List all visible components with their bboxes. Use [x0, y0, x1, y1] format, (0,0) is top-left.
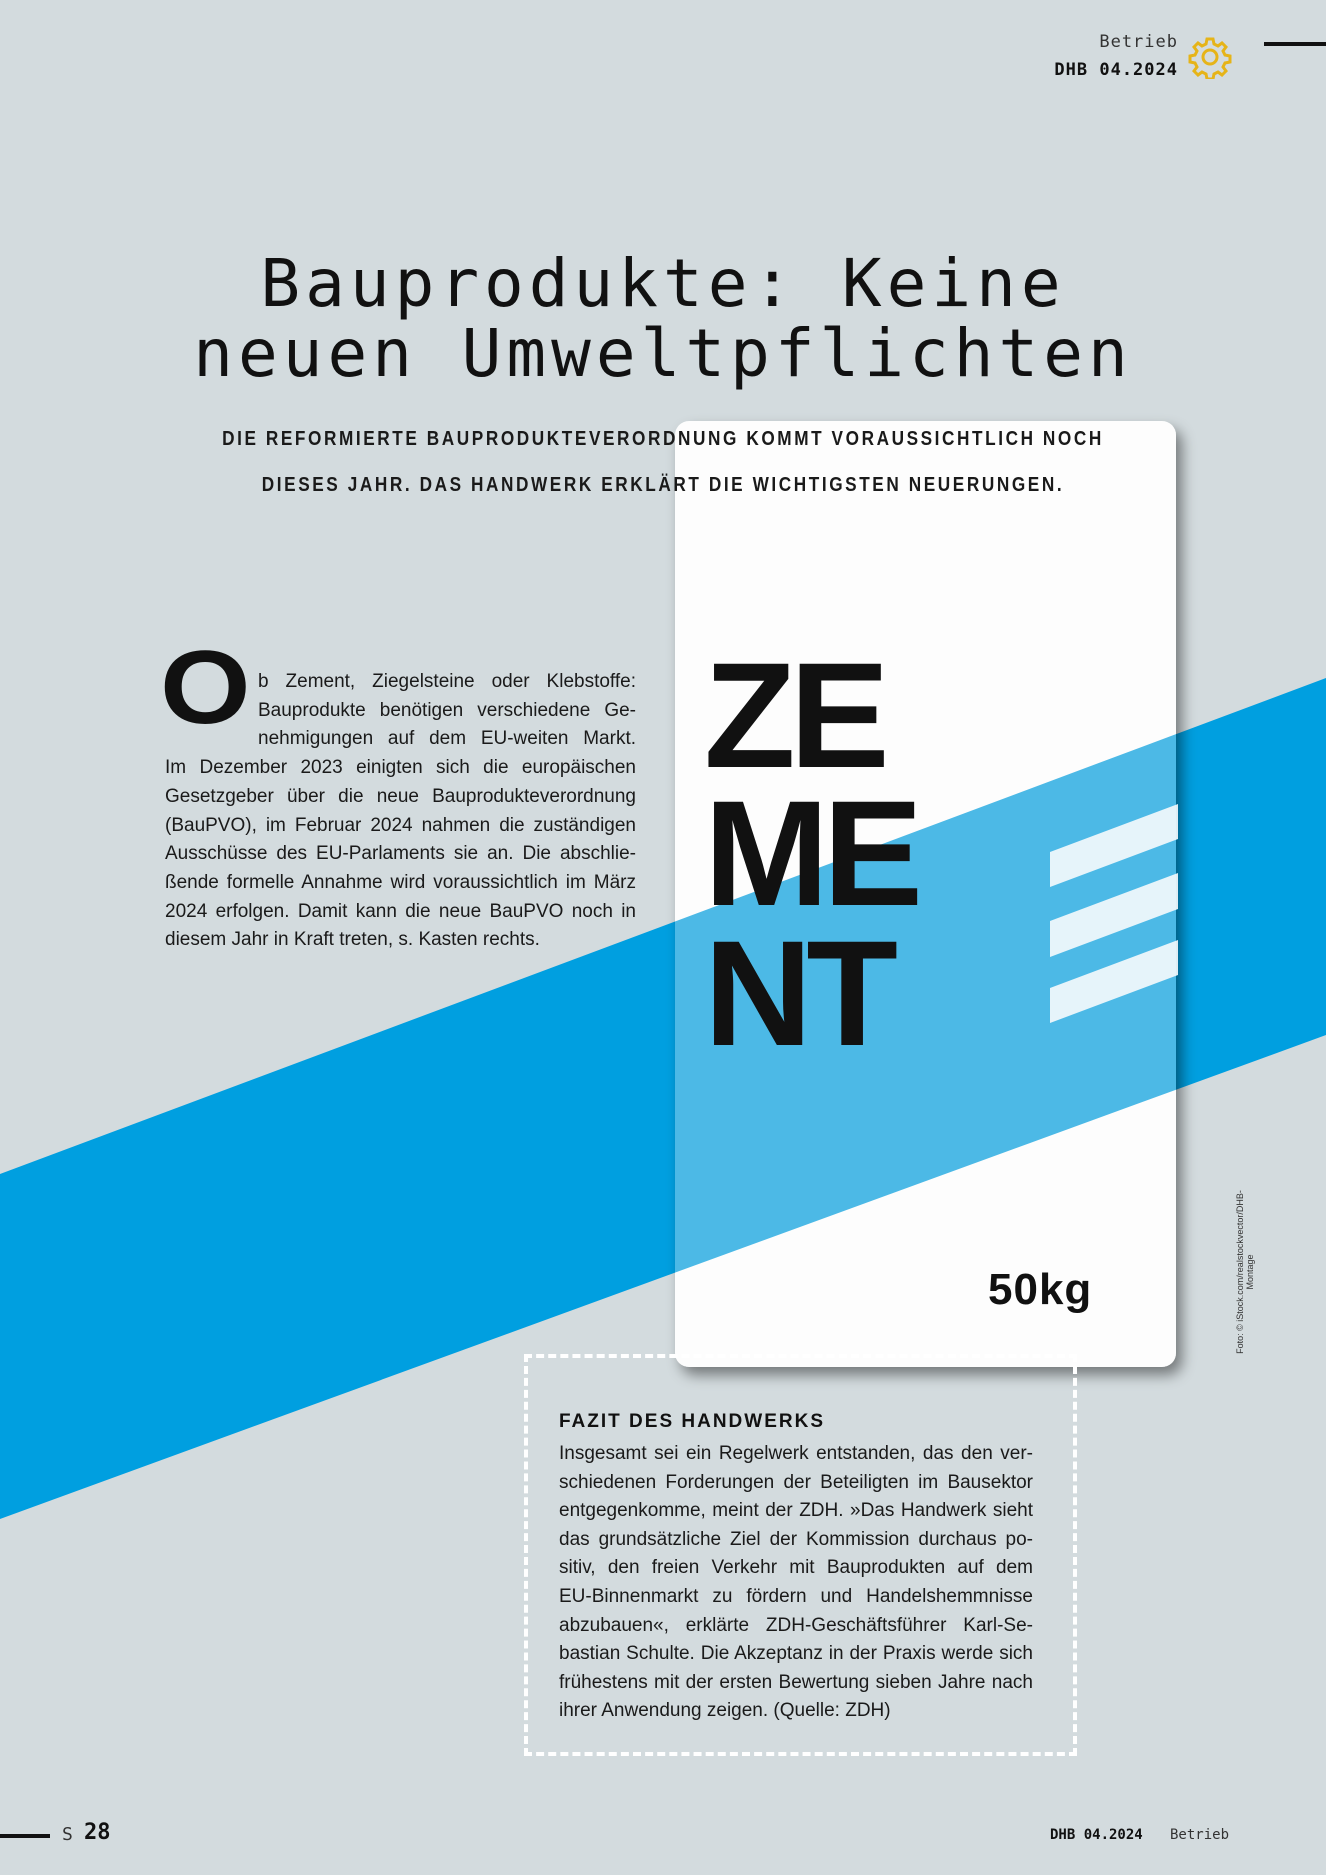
subtitle-line-2: DIESES JAHR. DAS HANDWERK ERKLÄRT DIE WI… — [261, 474, 1065, 496]
body-line: Bauprodukte benötigen verschiedene Ge- — [258, 699, 636, 721]
fazit-line: abzubauen«, erklärte ZDH-Geschäftsführer… — [559, 1614, 1033, 1636]
fazit-line: entgegenkomme, meint der ZDH. »Das Handw… — [559, 1500, 1033, 1522]
fazit-box — [524, 1354, 1077, 1756]
bag-stripe — [1050, 940, 1178, 1023]
photo-credit: Foto: © iStock.com/realstockvector/DHB-M… — [1235, 1190, 1255, 1354]
body-line: nehmigungen auf dem EU-weiten Markt. — [258, 728, 636, 750]
footer-section: Betrieb — [1170, 1827, 1230, 1843]
fazit-line: bastian Schulte. Die Akzeptanz in der Pr… — [559, 1643, 1033, 1665]
bag-label-line-3: NT — [704, 909, 898, 1077]
headline-line-1: Bauprodukte: Keine — [260, 245, 1066, 322]
fazit-line: ihrer Anwendung zeigen. (Quelle: ZDH) — [559, 1700, 891, 1722]
fazit-line: frühestens mit der ersten Bewertung sieb… — [559, 1671, 1033, 1693]
body-line: 2024 erfolgen. Damit kann die neue BauPV… — [165, 900, 636, 922]
header-section: Betrieb — [1099, 32, 1178, 52]
body-line: (BauPVO), im Februar 2024 nahmen die zus… — [165, 814, 636, 836]
fazit-line: das grundsätzliche Ziel der Kommission d… — [559, 1528, 1033, 1550]
fazit-line: EU-Binnenmarkt zu fördern und Handelshem… — [559, 1586, 1033, 1607]
fazit-heading: FAZIT DES HANDWERKS — [559, 1411, 825, 1432]
headline-line-2: neuen Umweltpflichten — [193, 315, 1133, 392]
blue-band-on-bag — [675, 678, 1176, 1367]
header-issue: DHB 04.2024 — [1054, 60, 1178, 80]
body-line: diesem Jahr in Kraft treten, s. Kasten r… — [165, 929, 540, 951]
header-rule — [1264, 42, 1326, 46]
bag-weight: 50kg — [988, 1265, 1093, 1314]
footer-issue: DHB 04.2024 — [1050, 1827, 1143, 1843]
footer-rule — [0, 1834, 50, 1838]
fazit-line: schiedenen Forderungen der Beteiligten i… — [559, 1471, 1033, 1493]
fazit-line: sitiv, den freien Verkehr mit Bauprodukt… — [559, 1557, 1033, 1579]
bag-stripes — [1050, 804, 1178, 1023]
page-number: 28 — [84, 1820, 111, 1845]
body-line: ßende formelle Annahme wird voraussichtl… — [165, 871, 636, 893]
body-line: Gesetzgeber über die neue Bauproduktever… — [165, 785, 636, 807]
gear-icon — [1188, 37, 1232, 79]
body-line: Ausschüsse des EU-Parlaments sie an. Die… — [165, 843, 636, 865]
body-line: b Zement, Ziegelsteine oder Klebstoffe: — [258, 671, 636, 692]
page-prefix: S — [62, 1824, 73, 1845]
bag-label-line-1: ZE — [704, 631, 890, 799]
bag-stripe — [1050, 873, 1178, 957]
bag-stripe — [1050, 804, 1178, 887]
drop-cap: O — [160, 630, 251, 746]
subtitle-line-1: DIE REFORMIERTE BAUPRODUKTEVERORDNUNG KO… — [222, 428, 1104, 450]
bag-label-line-2: ME — [704, 769, 923, 937]
fazit-line: Insgesamt sei ein Regelwerk entstanden, … — [559, 1443, 1033, 1464]
body-line: Im Dezember 2023 einigten sich die europ… — [165, 757, 636, 779]
